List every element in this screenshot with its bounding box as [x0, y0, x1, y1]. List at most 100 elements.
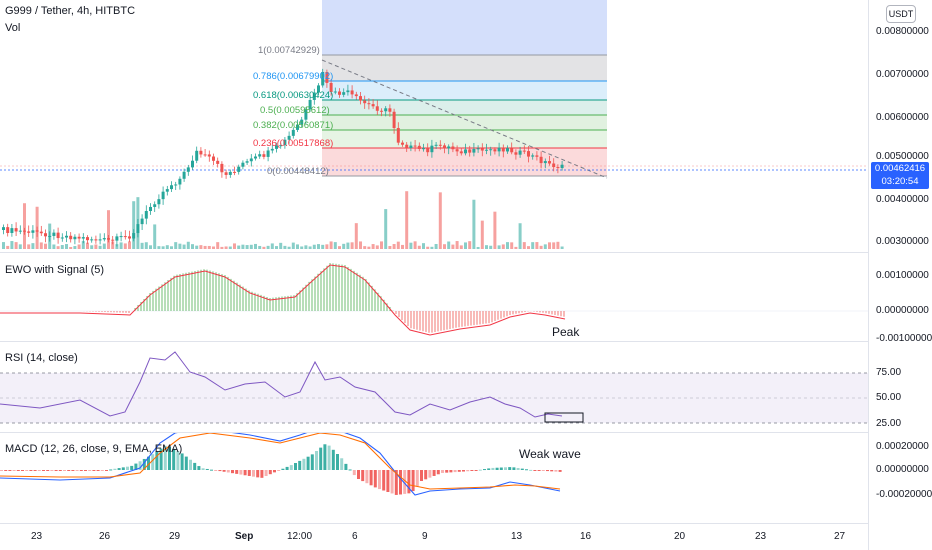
- volume-bar: [90, 245, 94, 249]
- macd-bar: [134, 463, 138, 470]
- candle-body: [531, 155, 535, 157]
- candle-body: [480, 148, 484, 151]
- price-scale-label: 0.00500000: [876, 151, 929, 162]
- candle-body: [102, 238, 106, 240]
- macd-bar: [71, 470, 75, 471]
- macd-bar: [407, 470, 411, 494]
- candle-body: [485, 149, 488, 151]
- candle-body: [90, 239, 94, 241]
- volume-bar: [178, 243, 182, 249]
- macd-bar: [79, 470, 83, 471]
- candle-body: [548, 161, 551, 164]
- candle-body: [31, 230, 35, 233]
- volume-bar: [153, 224, 157, 249]
- macd-bar: [340, 458, 344, 470]
- candle-body: [409, 145, 413, 149]
- candle-body: [23, 230, 26, 232]
- macd-scale-label: 0.00020000: [876, 441, 929, 452]
- symbol-title[interactable]: G999 / Tether, 4h, HITBTC: [5, 5, 136, 17]
- fib-label-0618: 0.618(0.00630424): [253, 90, 334, 101]
- volume-bar: [81, 241, 85, 249]
- macd-title[interactable]: MACD (12, 26, close, 9, EMA, EMA): [5, 443, 183, 455]
- macd-bar: [298, 460, 302, 470]
- macd-bar: [168, 446, 171, 470]
- macd-chart[interactable]: [0, 433, 868, 523]
- macd-bar: [415, 470, 419, 487]
- volume-bar: [296, 244, 299, 249]
- macd-bar: [394, 470, 398, 495]
- macd-bar: [361, 470, 365, 482]
- volume-bar: [207, 245, 211, 249]
- ewo-title[interactable]: EWO with Signal (5): [5, 264, 105, 276]
- candle-body: [380, 110, 383, 112]
- volume-bar: [350, 242, 354, 249]
- volume-bar: [447, 241, 451, 249]
- rsi-chart[interactable]: [0, 342, 868, 432]
- candle-body: [182, 171, 186, 179]
- candle-body: [107, 238, 110, 240]
- macd-bar: [541, 470, 545, 471]
- macd-bar: [281, 468, 285, 470]
- candle-body: [203, 154, 207, 156]
- macd-bar: [42, 470, 45, 471]
- ewo-chart[interactable]: [0, 253, 868, 341]
- macd-bar: [67, 470, 71, 471]
- macd-bar: [239, 470, 243, 475]
- volume-bar: [52, 244, 56, 249]
- candle-body: [14, 228, 18, 232]
- volume-bar: [392, 244, 396, 249]
- candle-body: [359, 96, 362, 101]
- macd-bar: [491, 467, 495, 470]
- time-tick: 9: [422, 531, 428, 542]
- macd-bar: [352, 470, 356, 476]
- candle-body: [18, 230, 22, 232]
- volume-bar: [86, 242, 89, 249]
- candle-body: [401, 142, 404, 145]
- candles: [2, 68, 564, 247]
- candle-body: [476, 148, 480, 150]
- fib-label-0382: 0.382(0.00560871): [253, 120, 334, 131]
- candle-body: [413, 145, 417, 147]
- volume-bar: [270, 243, 274, 249]
- macd-bar: [399, 470, 402, 495]
- macd-bar: [357, 470, 360, 479]
- macd-bar: [558, 470, 562, 472]
- macd-bar: [554, 470, 558, 472]
- volume-bar: [291, 242, 295, 249]
- macd-bar: [441, 470, 444, 473]
- candle-body: [459, 151, 463, 154]
- candle-body: [136, 224, 140, 234]
- volume-bar: [501, 244, 505, 249]
- currency-button[interactable]: USDT: [886, 5, 916, 23]
- candle-body: [178, 178, 182, 185]
- volume-bar: [140, 242, 144, 249]
- volume-bar: [39, 242, 43, 249]
- rsi-scale-label: 25.00: [876, 418, 902, 429]
- macd-bar: [365, 470, 369, 484]
- volume-bar: [199, 245, 203, 249]
- current-price-badge[interactable]: 0.00462416 03:20:54: [871, 162, 929, 189]
- volume-label[interactable]: Vol: [5, 22, 21, 34]
- candle-body: [296, 124, 299, 130]
- trend-line[interactable]: [321, 59, 608, 179]
- rsi-title[interactable]: RSI (14, close): [5, 352, 78, 364]
- macd-bar: [163, 445, 167, 470]
- price-chart[interactable]: [0, 0, 868, 252]
- candle-body: [464, 149, 467, 154]
- candle-body: [60, 237, 64, 239]
- volume-bar: [522, 242, 526, 249]
- candle-body: [27, 231, 31, 233]
- volume-bar: [245, 245, 249, 249]
- candle-body: [52, 232, 56, 236]
- volume-bar: [6, 245, 10, 249]
- candle-body: [119, 236, 123, 238]
- candle-body: [493, 149, 497, 152]
- volume-bar: [157, 246, 161, 249]
- candle-body: [501, 147, 505, 152]
- rsi-highlight-box[interactable]: [544, 412, 584, 423]
- volume-bar: [144, 242, 148, 249]
- macd-bar: [218, 470, 222, 472]
- candle-body: [228, 171, 232, 175]
- volume-bar: [384, 209, 388, 249]
- candle-body: [321, 71, 325, 86]
